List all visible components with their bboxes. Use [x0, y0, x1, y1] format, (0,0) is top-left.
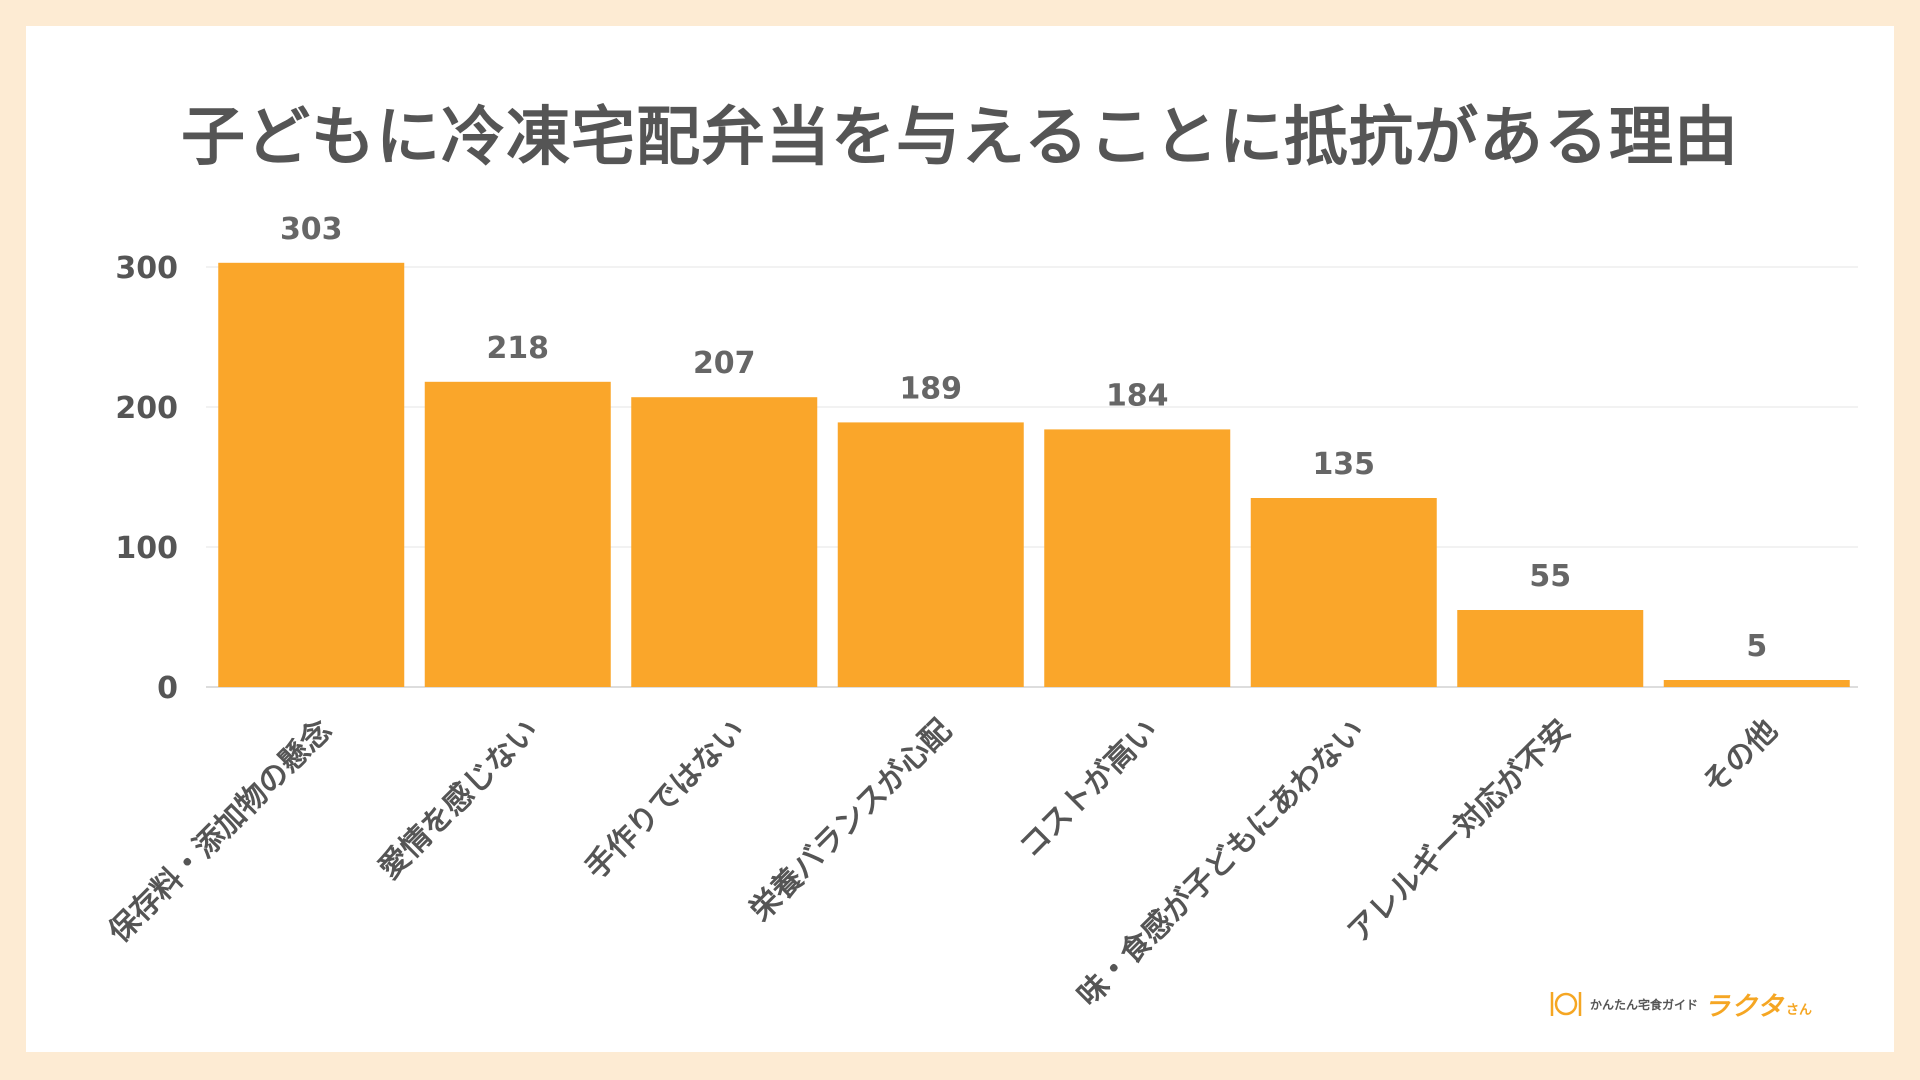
x-tick-label: アレルギー対応が不安 [1341, 713, 1578, 950]
x-tick-label: 保存料・添加物の懸念 [102, 713, 339, 950]
cutlery-plate-icon [1550, 992, 1582, 1016]
brand-subtitle: かんたん宅食ガイド [1590, 997, 1699, 1012]
chart-title: 子どもに冷凍宅配弁当を与えることに抵抗がある理由 [180, 101, 1740, 175]
bar-value-label: 189 [899, 371, 962, 406]
bar [1663, 680, 1850, 687]
bar [1044, 429, 1231, 687]
x-tick-label: 手作りではない [579, 713, 752, 886]
bar-value-label: 184 [1106, 378, 1169, 413]
bar-value-label: 303 [280, 212, 343, 247]
bar [837, 422, 1024, 687]
brand-logo: かんたん宅食ガイド ラクタ さん [1548, 984, 1812, 1024]
bar-value-label: 55 [1529, 559, 1571, 594]
x-tick-label: コストが高い [1013, 713, 1165, 865]
brand-name: ラクタ [1704, 991, 1784, 1022]
y-tick-label: 100 [115, 531, 178, 566]
x-tick-label: 愛情を感じない [372, 713, 545, 886]
bar-value-label: 5 [1746, 629, 1767, 664]
bar [424, 381, 611, 687]
bar-value-label: 135 [1312, 447, 1375, 482]
bar [1250, 498, 1437, 687]
y-tick-label: 300 [115, 251, 178, 286]
bar-value-label: 218 [486, 331, 549, 366]
y-tick-label: 200 [115, 391, 178, 426]
bar [631, 397, 818, 687]
brand-suffix: さん [1785, 1002, 1812, 1018]
bar [1457, 610, 1644, 687]
x-tick-label: 栄養バランスが心配 [743, 713, 958, 928]
y-tick-label: 0 [157, 671, 178, 706]
bar-value-label: 207 [693, 346, 756, 381]
y-axis-ticks: 0 100 200 300 [115, 251, 178, 706]
bars [218, 262, 1850, 687]
x-tick-label: その他 [1696, 713, 1784, 801]
bar [218, 262, 405, 687]
